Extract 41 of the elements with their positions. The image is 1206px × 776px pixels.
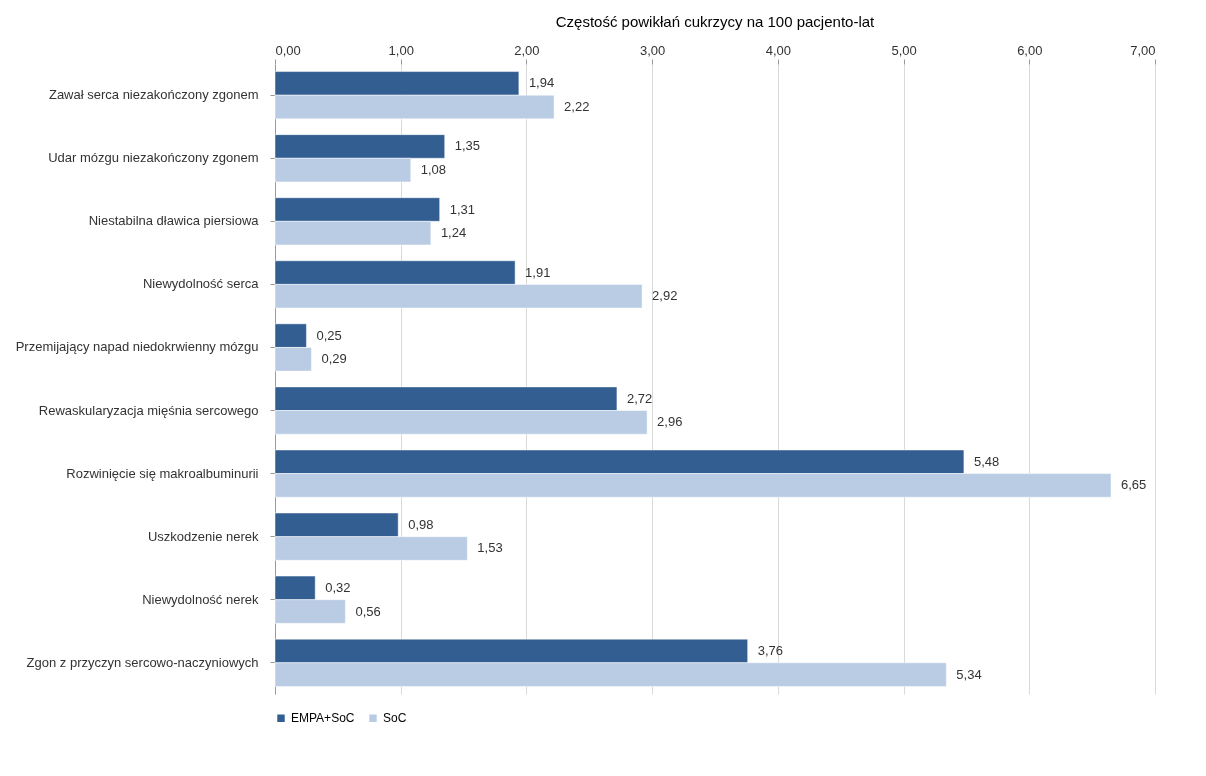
y-tick-label: Rewaskularyzacja mięśnia sercowego	[38, 402, 259, 418]
data-label: 0,29	[321, 351, 347, 367]
data-label: 0,56	[355, 603, 381, 619]
data-label: 1,24	[440, 225, 467, 241]
x-tick-label: 3,00	[639, 42, 666, 58]
data-label: 2,72	[626, 390, 653, 406]
x-tick-label: 2,00	[514, 42, 540, 58]
y-tick-label: Zawał serca niezakończony zgonem	[48, 87, 259, 103]
y-tick-label: Niewydolność nerek	[142, 591, 259, 607]
x-tick-label: 4,00	[765, 42, 792, 58]
y-tick-label: Rozwinięcie się makroalbuminurii	[66, 465, 259, 481]
data-label: 3,76	[757, 642, 783, 658]
data-label: 0,25	[316, 327, 342, 343]
x-tick-label: 1,00	[388, 42, 414, 58]
y-tick-label: Udar mózgu niezakończony zgonem	[48, 150, 259, 166]
data-label: 1,31	[449, 201, 475, 217]
y-tick-label: Zgon z przyczyn sercowo-naczyniowych	[26, 654, 259, 670]
y-tick-label: Uszkodzenie nerek	[147, 528, 259, 544]
data-label: 0,98	[408, 516, 434, 532]
data-label: 1,08	[420, 162, 447, 178]
x-tick-label: 5,00	[891, 42, 917, 58]
data-label: 0,32	[325, 579, 351, 595]
legend-label: EMPA+SoC	[291, 711, 355, 726]
y-tick-label: Przemijający napad niedokrwienny mózgu	[15, 339, 259, 355]
data-label: 1,94	[528, 75, 555, 91]
data-label: 2,22	[564, 99, 590, 115]
data-label: 1,53	[477, 540, 503, 556]
x-tick-label: 6,00	[1017, 42, 1043, 58]
data-label: 6,65	[1121, 477, 1147, 493]
legend-label: SoC	[383, 711, 407, 726]
data-label: 1,35	[454, 138, 481, 154]
data-label: 2,92	[652, 288, 678, 304]
data-label: 5,34	[956, 666, 982, 682]
chart-title: Częstość powikłań cukrzycy na 100 pacjento-lat	[555, 13, 876, 30]
y-tick-label: Niewydolność serca	[142, 276, 260, 292]
data-label: 1,91	[525, 264, 551, 280]
x-tick-label: 0,00	[275, 42, 301, 58]
data-label: 2,96	[657, 414, 683, 430]
y-tick-label: Niestabilna dławica piersiowa	[88, 213, 260, 229]
data-label: 5,48	[973, 453, 1000, 469]
x-tick-label: 7,00	[1130, 42, 1156, 58]
